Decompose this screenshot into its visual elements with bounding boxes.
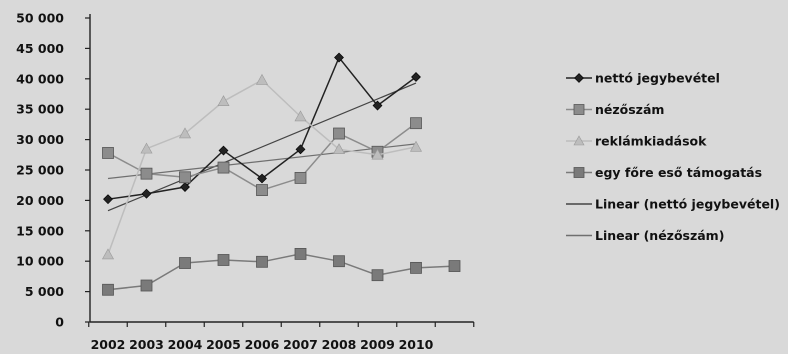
- data-point: [333, 127, 345, 140]
- data-point: [102, 147, 114, 159]
- data-point: [372, 100, 383, 111]
- legend-label: Linear (nézőszám): [595, 228, 724, 243]
- y-tick-label: 45 000: [16, 41, 64, 56]
- legend-marker: [573, 135, 585, 146]
- y-tick-label: 25 000: [16, 163, 64, 178]
- x-tick-label: 2004: [168, 337, 203, 352]
- y-tick-label: 15 000: [16, 223, 64, 238]
- series-line: [107, 79, 417, 255]
- legend-label: Linear (nettó jegybevétel): [595, 197, 780, 212]
- y-tick-label: 0: [55, 315, 64, 330]
- trendline: [107, 82, 417, 212]
- data-point: [371, 148, 384, 160]
- x-tick-label: 2005: [206, 337, 241, 352]
- data-point: [179, 257, 191, 269]
- data-point: [411, 72, 421, 82]
- data-point: [102, 283, 114, 296]
- x-tick-label: 2002: [91, 337, 126, 352]
- legend-marker: [573, 104, 585, 115]
- data-point: [179, 171, 191, 184]
- y-tick-label: 5 000: [25, 284, 64, 299]
- data-point: [218, 145, 229, 156]
- data-point: [178, 127, 192, 139]
- legend-label: nettó jegybevétel: [595, 71, 720, 86]
- x-tick-label: 2007: [283, 337, 318, 352]
- trendline: [107, 143, 417, 180]
- x-tick-label: 2006: [245, 337, 280, 352]
- data-point: [141, 188, 152, 199]
- y-tick-label: 10 000: [16, 254, 64, 269]
- data-point: [140, 167, 153, 180]
- data-point: [371, 269, 384, 282]
- data-point: [448, 260, 461, 272]
- x-tick-label: 2010: [399, 337, 434, 352]
- data-point: [410, 117, 422, 130]
- data-point: [101, 248, 115, 260]
- data-point: [180, 182, 190, 192]
- y-tick-label: 30 000: [16, 132, 64, 147]
- data-point: [332, 143, 346, 155]
- data-point: [294, 110, 307, 122]
- y-tick-label: 40 000: [16, 71, 64, 86]
- data-point: [140, 142, 153, 154]
- legend-label: reklámkiadások: [595, 134, 707, 149]
- data-point: [257, 173, 267, 184]
- legend-label: nézőszám: [595, 102, 664, 117]
- data-point: [294, 248, 307, 260]
- y-tick-label: 35 000: [16, 102, 64, 117]
- data-point: [255, 73, 269, 85]
- y-tick-label: 20 000: [16, 193, 64, 208]
- data-point: [256, 255, 268, 268]
- data-point: [334, 52, 344, 63]
- x-tick-label: 2009: [360, 337, 395, 352]
- data-point: [217, 95, 230, 106]
- legend-marker: [574, 73, 584, 83]
- data-point: [256, 184, 268, 196]
- data-point: [140, 279, 153, 292]
- data-point: [217, 254, 230, 266]
- data-point: [333, 255, 345, 268]
- data-point: [295, 144, 306, 155]
- series-line: [107, 253, 455, 291]
- x-tick-label: 2003: [129, 337, 164, 352]
- data-point: [217, 161, 230, 174]
- data-point: [410, 261, 422, 274]
- legend-label: egy főre eső támogatás: [595, 165, 762, 180]
- data-point: [294, 172, 307, 184]
- data-point: [409, 140, 423, 152]
- data-point: [103, 194, 113, 205]
- x-tick-label: 2008: [322, 337, 357, 352]
- legend-marker: [573, 167, 585, 178]
- y-tick-label: 50 000: [16, 11, 64, 26]
